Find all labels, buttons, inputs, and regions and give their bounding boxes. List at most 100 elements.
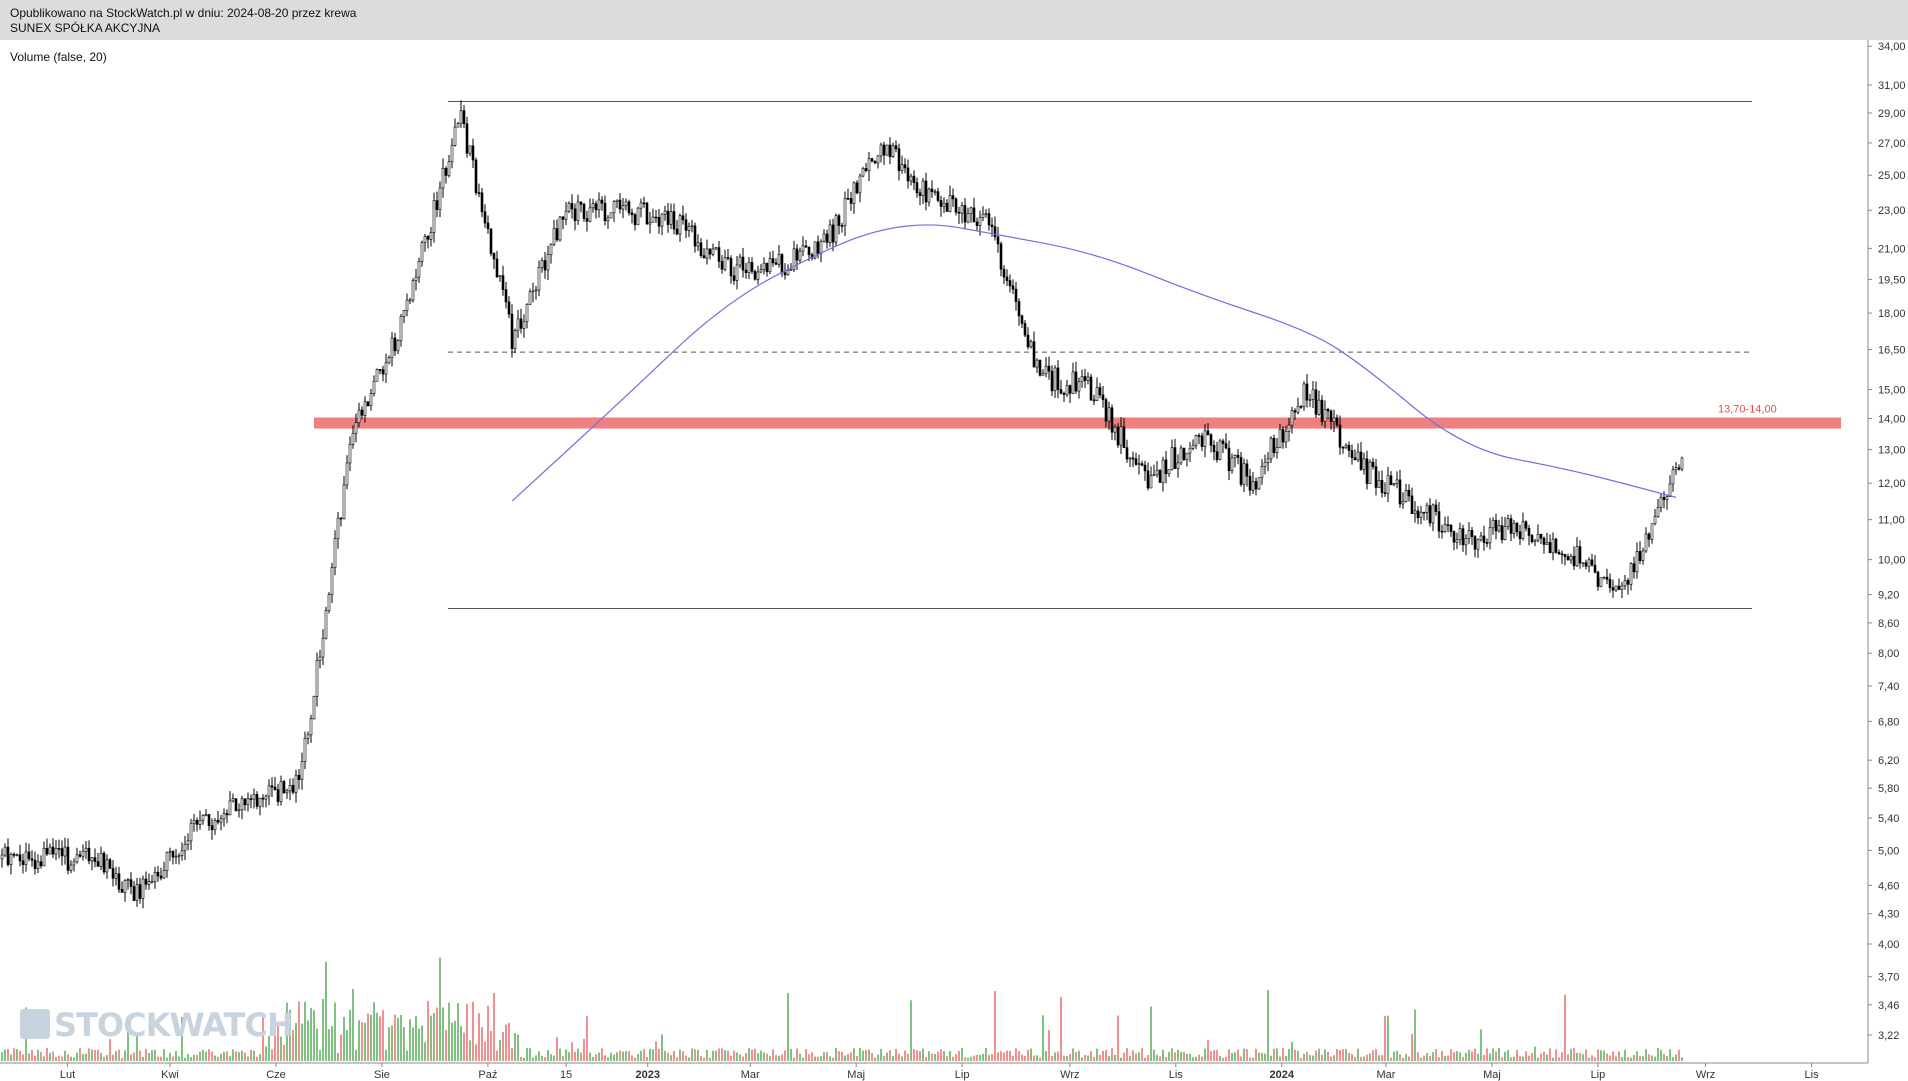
candle-body	[1149, 475, 1153, 489]
volume-bar	[517, 1034, 519, 1061]
volume-bar	[1621, 1057, 1623, 1061]
volume-bar	[388, 1027, 390, 1061]
volume-bar	[769, 1056, 771, 1061]
volume-bar	[385, 1049, 387, 1061]
volume-bar	[1138, 1052, 1140, 1061]
candle-body	[729, 258, 733, 277]
candle-body	[918, 192, 922, 196]
candle-body	[309, 718, 313, 736]
volume-bar	[1162, 1049, 1164, 1061]
volume-bar	[685, 1055, 687, 1061]
volume-bar	[472, 1001, 474, 1061]
volume-bar	[4, 1049, 6, 1061]
candle-body	[1143, 464, 1147, 472]
candle-body	[963, 205, 967, 223]
volume-bar	[760, 1050, 762, 1061]
volume-bar	[919, 1051, 921, 1061]
volume-bar	[850, 1052, 852, 1061]
y-tick-label: 27,00	[1878, 138, 1906, 150]
candle-body	[303, 738, 307, 762]
volume-bar	[784, 1050, 786, 1061]
candle-body	[492, 253, 496, 260]
volume-bar	[1642, 1056, 1644, 1061]
candle-body	[612, 201, 616, 214]
candle-body	[747, 262, 751, 273]
candle-body	[87, 847, 91, 862]
volume-bar	[1129, 1055, 1131, 1061]
candle-body	[801, 245, 805, 252]
volume-bar	[1126, 1048, 1128, 1061]
candle-body	[717, 247, 721, 262]
volume-bar	[967, 1057, 969, 1061]
volume-bar	[1681, 1057, 1683, 1061]
candle-body	[408, 299, 412, 302]
candle-body	[414, 276, 418, 282]
candle-body	[1302, 383, 1306, 407]
candle-body	[498, 275, 502, 278]
candle-body	[444, 168, 448, 176]
volume-bar	[565, 1049, 567, 1061]
volume-bar	[1219, 1055, 1221, 1061]
company-name: SUNEX SPÓŁKA AKCYJNA	[10, 21, 161, 35]
candle-body	[894, 145, 898, 150]
candle-body	[174, 855, 178, 858]
volume-bar	[544, 1057, 546, 1061]
volume-bar	[1624, 1049, 1626, 1061]
volume-bar	[94, 1049, 96, 1061]
candle-body	[576, 201, 580, 221]
volume-bar	[1147, 1055, 1149, 1061]
candle-body	[1428, 505, 1432, 524]
candle-body	[69, 864, 73, 871]
candle-body	[582, 203, 586, 219]
candle-body	[330, 567, 334, 595]
candle-body	[843, 197, 847, 226]
volume-bar	[604, 1055, 606, 1061]
candle-body	[1131, 457, 1135, 460]
volume-bar	[1060, 996, 1062, 1061]
candle-body	[1029, 341, 1033, 348]
candle-body	[1101, 394, 1105, 400]
candle-body	[792, 248, 796, 270]
volume-bar	[1087, 1055, 1089, 1061]
volume-bar	[451, 1022, 453, 1061]
candle-body	[996, 236, 1000, 245]
volume-bar	[610, 1052, 612, 1061]
volume-bar	[961, 1048, 963, 1061]
candle-body	[1278, 429, 1282, 448]
candle-body	[558, 216, 562, 241]
candle-body	[975, 221, 979, 226]
candle-body	[1515, 523, 1519, 533]
candle-body	[1116, 426, 1120, 446]
volume-bar	[16, 1049, 18, 1061]
volume-bar	[43, 1056, 45, 1061]
publication-info: Opublikowano na StockWatch.pl w dniu: 20…	[10, 6, 357, 20]
candle-body	[282, 781, 286, 794]
candle-body	[15, 854, 19, 856]
volume-bar	[178, 1056, 180, 1061]
volume-bar	[547, 1049, 549, 1061]
candle-body	[1500, 525, 1504, 540]
candle-body	[138, 884, 142, 899]
volume-bar	[1327, 1051, 1329, 1061]
volume-bar	[1399, 1054, 1401, 1061]
volume-bar	[307, 1020, 309, 1061]
candle-body	[183, 843, 187, 852]
candle-body	[672, 211, 676, 230]
candle-body	[1608, 579, 1612, 588]
volume-bar	[1363, 1056, 1365, 1061]
candle-body	[1626, 580, 1630, 585]
volume-bar	[1096, 1048, 1098, 1061]
candle-body	[1386, 475, 1390, 494]
volume-bar	[1567, 1054, 1569, 1061]
candle-body	[909, 175, 913, 182]
candle-body	[1104, 399, 1108, 422]
volume-bar	[1450, 1049, 1452, 1061]
candle-body	[513, 330, 517, 349]
volume-bar	[1537, 1057, 1539, 1061]
candle-body	[1605, 576, 1609, 580]
candle-body	[1119, 426, 1123, 446]
volume-bar	[1003, 1052, 1005, 1061]
volume-bar	[103, 1056, 105, 1061]
volume-bar	[37, 1049, 39, 1061]
y-tick-label: 7,40	[1878, 681, 1899, 693]
